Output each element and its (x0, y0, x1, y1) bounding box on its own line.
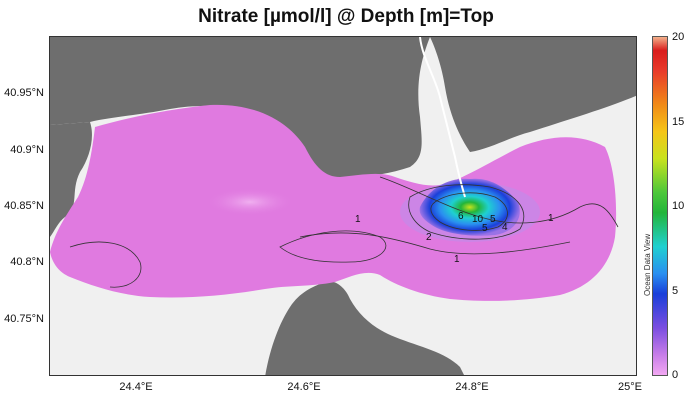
land-chalkidiki (265, 281, 464, 375)
y-tick-label: 40.9°N (10, 144, 44, 156)
x-tick-label: 25°E (618, 381, 642, 393)
low-patch (205, 188, 295, 216)
y-tick-label: 40.8°N (10, 256, 44, 268)
contour-label: 4 (502, 222, 508, 233)
colorbar-tick: 0 (672, 369, 679, 381)
map-title: Nitrate [µmol/l] @ Depth [m]=Top (198, 6, 494, 27)
colorbar-brand: Ocean Data View (643, 233, 652, 296)
colorbar-tick: 10 (672, 200, 685, 212)
contour-label: 5 (482, 223, 488, 234)
y-tick-label: 40.75°N (4, 313, 44, 325)
y-tick-label: 40.95°N (4, 87, 44, 99)
x-tick-label: 24.6°E (287, 381, 321, 393)
y-tick-label: 40.85°N (4, 200, 44, 212)
contour-label: 2 (426, 232, 432, 243)
x-tick-label: 24.4°E (119, 381, 153, 393)
contour-label: 1 (355, 214, 361, 225)
contour-label: 10 (472, 214, 484, 225)
nitrate-field (50, 104, 617, 301)
x-tick-label: 24.8°E (455, 381, 489, 393)
plume-core (419, 178, 520, 236)
land-west (50, 122, 92, 237)
colorbar-tick: 15 (672, 116, 685, 128)
contour-label: 6 (458, 211, 464, 222)
contour-label: 1 (548, 213, 554, 224)
contour-label: 5 (490, 214, 496, 225)
river (419, 37, 466, 198)
colorbar-tick: 5 (672, 285, 679, 297)
colorbar (652, 36, 668, 376)
colorbar-tick: 20 (672, 31, 685, 43)
contour-lines (69, 176, 619, 288)
contour-label: 1 (454, 254, 460, 265)
land-north (50, 37, 636, 178)
map-canvas: 1 2 1 6 5 10 5 4 1 (50, 37, 636, 375)
map-plot: 1 2 1 6 5 10 5 4 1 (49, 36, 637, 376)
